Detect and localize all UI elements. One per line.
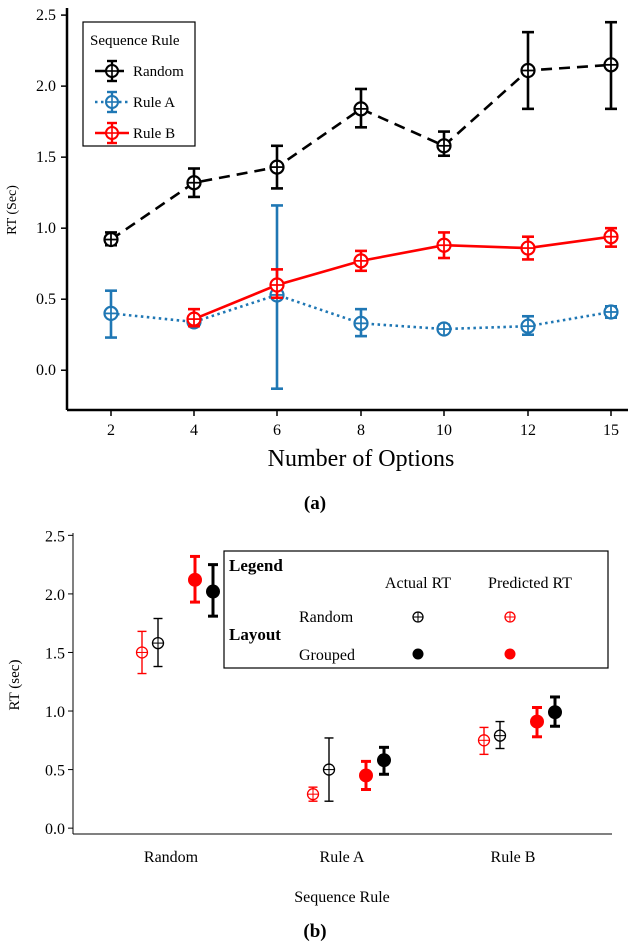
legend-label-rule-a: Rule A (133, 95, 175, 111)
x-tick-label-b-1: Rule A (320, 849, 365, 866)
point-rule-b-12 (520, 240, 536, 256)
panel-a: 0.0 0.5 1.0 1.5 2.0 2.5 2 4 6 8 10 12 15 RT (Sec) N… (5, 7, 628, 514)
legend-marker-predicted-random (504, 611, 516, 623)
y-tick-label-a-5: 2.5 (36, 7, 56, 24)
x-tick-label-b-2: Rule B (491, 849, 536, 866)
point-rule-b-6 (269, 277, 285, 293)
y-tick-label-a-3: 1.5 (36, 149, 56, 166)
point-b-series-3-rule-b (548, 705, 562, 720)
b-series-2 (188, 554, 544, 791)
legend-row-grouped: Grouped (299, 647, 355, 664)
point-b-series-1-rule-a (322, 763, 336, 776)
b-series-0 (135, 630, 491, 802)
panel-label-b: (b) (303, 921, 326, 942)
legend-label-rule-b: Rule B (133, 126, 175, 142)
y-tick-label-a-1: 0.5 (36, 291, 56, 308)
y-tick-label-b-0: 0.0 (45, 821, 65, 838)
legend-layout-header: Layout (229, 625, 281, 644)
y-tick-label-a-2: 1.0 (36, 220, 56, 237)
point-rule-a-2 (103, 305, 119, 322)
point-b-series-3-rule-a (377, 753, 391, 768)
x-tick-label-a-6: 15 (603, 422, 619, 439)
point-b-series-2-random (188, 572, 202, 587)
x-tick-label-a-3: 8 (357, 422, 365, 439)
y-tick-label-b-5: 2.5 (45, 528, 65, 545)
point-b-series-2-rule-b (530, 714, 544, 729)
y-tick-label-b-2: 1.0 (45, 704, 65, 721)
point-random-4 (186, 175, 202, 191)
legend-marker-actual-random (412, 611, 424, 623)
series-random (103, 20, 619, 248)
legend-marker-actual-grouped (412, 648, 424, 660)
legend-row-random: Random (299, 609, 354, 626)
series-rule-a (103, 204, 619, 390)
point-b-series-3-random (206, 584, 220, 599)
b-series-1 (151, 617, 507, 802)
legend-marker-rule-b (105, 126, 119, 140)
y-tick-label-b-4: 2.0 (45, 587, 65, 604)
legend-col-actual: Actual RT (385, 575, 451, 592)
legend-marker-predicted-grouped (504, 648, 516, 660)
legend-label-random: Random (133, 64, 184, 80)
legend-col-predicted: Predicted RT (488, 575, 572, 592)
point-rule-b-10 (436, 237, 452, 253)
point-rule-b-15 (603, 229, 619, 245)
point-b-series-2-rule-a (359, 768, 373, 783)
point-random-12 (520, 62, 536, 79)
y-tick-label-a-0: 0.0 (36, 362, 56, 379)
point-random-8 (353, 101, 369, 117)
point-rule-a-8 (353, 315, 369, 331)
point-b-series-1-rule-b (493, 729, 507, 742)
point-rule-b-8 (353, 253, 369, 269)
x-axis-label-a: Number of Options (268, 446, 455, 472)
b-series-3 (206, 563, 562, 776)
x-axis-label-b: Sequence Rule (294, 889, 390, 906)
y-axis-label-a: RT (Sec) (5, 185, 20, 235)
series-rule-b (186, 226, 619, 328)
point-random-15 (603, 57, 619, 73)
panel-b: 0.0 0.5 1.0 1.5 2.0 2.5 Random Rule A Rule B RT… (7, 528, 612, 942)
legend-marker-random (105, 64, 119, 78)
point-rule-b-4 (186, 311, 202, 327)
y-tick-label-b-3: 1.5 (45, 645, 65, 662)
panel-label-a: (a) (304, 493, 326, 514)
point-b-series-0-rule-b (477, 734, 491, 747)
legend-title-b: Legend (229, 556, 283, 575)
legend-marker-rule-a (105, 95, 119, 109)
legend-box-b (223, 550, 609, 669)
legend-box-a (82, 21, 196, 147)
x-tick-label-a-2: 6 (273, 422, 281, 439)
x-tick-label-a-1: 4 (190, 422, 198, 439)
legend-title-a: Sequence Rule (90, 33, 180, 49)
x-tick-label-a-5: 12 (520, 422, 536, 439)
point-b-series-1-random (151, 636, 165, 650)
point-b-series-0-rule-a (306, 788, 320, 801)
point-random-10 (436, 138, 452, 154)
point-rule-a-12 (520, 318, 536, 334)
y-tick-label-b-1: 0.5 (45, 763, 65, 780)
legend-a: Sequence Rule Random Rule A Rule B (82, 21, 196, 147)
y-axis-label-b: RT (sec) (7, 660, 23, 711)
x-tick-label-a-4: 10 (436, 422, 452, 439)
point-random-2 (103, 231, 119, 248)
y-tick-label-a-4: 2.0 (36, 78, 56, 95)
x-tick-label-b-0: Random (144, 849, 199, 866)
series-line-rule-b (193, 235, 612, 321)
point-rule-a-10 (436, 321, 452, 337)
point-b-series-0-random (135, 646, 149, 659)
legend-b: Legend Layout Actual RT Predicted RT Ran… (223, 550, 609, 669)
point-random-6 (269, 159, 285, 175)
point-rule-a-15 (603, 304, 619, 320)
x-tick-label-a-0: 2 (107, 422, 115, 439)
